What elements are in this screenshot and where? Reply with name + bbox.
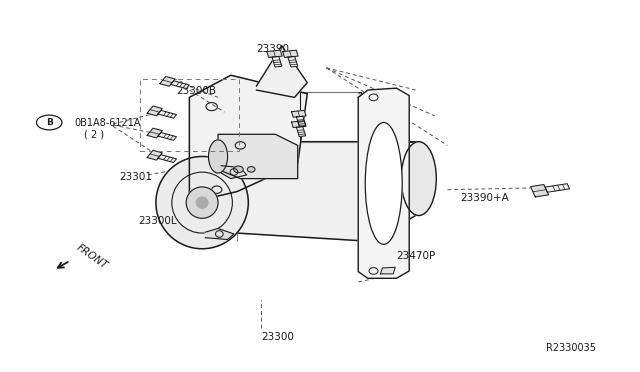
Ellipse shape (365, 122, 402, 244)
Polygon shape (267, 50, 282, 57)
Polygon shape (158, 155, 177, 163)
Polygon shape (171, 81, 189, 89)
Polygon shape (221, 166, 246, 179)
Polygon shape (358, 88, 409, 278)
Polygon shape (189, 75, 307, 201)
Polygon shape (291, 110, 306, 117)
Polygon shape (193, 142, 415, 241)
Text: FRONT: FRONT (75, 243, 109, 271)
Polygon shape (531, 185, 548, 197)
Polygon shape (545, 184, 570, 192)
Ellipse shape (401, 142, 436, 215)
Polygon shape (218, 134, 298, 179)
Polygon shape (291, 121, 306, 128)
Text: 23390+A: 23390+A (460, 193, 509, 203)
Text: ( 2 ): ( 2 ) (84, 129, 104, 139)
Ellipse shape (209, 140, 228, 173)
Polygon shape (272, 57, 282, 67)
Polygon shape (147, 106, 163, 116)
Text: R2330035: R2330035 (546, 343, 596, 353)
Text: B: B (45, 118, 52, 127)
Text: 23301: 23301 (119, 172, 152, 182)
Text: 23390: 23390 (256, 44, 289, 54)
Ellipse shape (196, 197, 208, 208)
Ellipse shape (156, 157, 248, 249)
Polygon shape (147, 128, 163, 138)
Polygon shape (288, 57, 298, 67)
Text: 23470P: 23470P (396, 251, 436, 261)
Ellipse shape (234, 166, 243, 173)
Polygon shape (256, 46, 307, 97)
Polygon shape (296, 126, 306, 137)
Polygon shape (160, 77, 175, 86)
Polygon shape (283, 50, 298, 57)
Ellipse shape (247, 167, 255, 172)
Text: 23300B: 23300B (177, 86, 216, 96)
Text: 0B1A8-6121A: 0B1A8-6121A (75, 118, 141, 128)
Polygon shape (381, 267, 395, 274)
Ellipse shape (186, 187, 218, 218)
Polygon shape (158, 110, 177, 118)
Polygon shape (147, 150, 163, 160)
Polygon shape (205, 228, 234, 240)
Text: 23300L: 23300L (138, 216, 177, 226)
Polygon shape (296, 116, 306, 126)
Text: 23300: 23300 (261, 332, 294, 341)
Polygon shape (158, 132, 177, 140)
